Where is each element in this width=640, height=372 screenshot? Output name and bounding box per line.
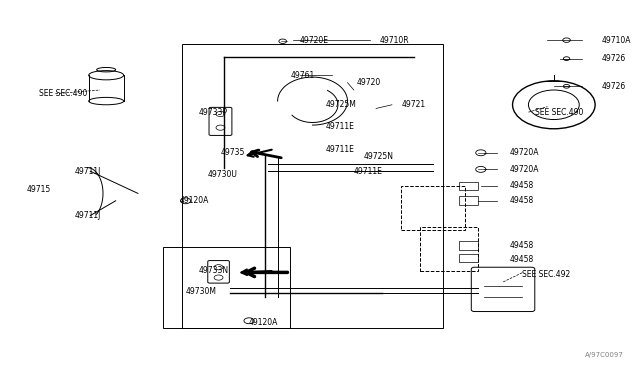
Text: 49715: 49715 [27,185,51,194]
Bar [459,196,477,205]
Text: 49733P: 49733P [198,108,227,117]
Text: 49711E: 49711E [325,145,354,154]
Text: 49120A: 49120A [249,318,278,327]
Text: 49726: 49726 [602,82,626,91]
Text: 49711J: 49711J [74,211,100,220]
Text: 49711E: 49711E [325,122,354,131]
Bar [459,182,477,190]
Text: 49733N: 49733N [198,266,228,275]
Bar [459,241,477,250]
Text: 49730M: 49730M [186,287,216,296]
Text: 49725N: 49725N [364,152,394,161]
Text: SEE SEC.492: SEE SEC.492 [522,270,570,279]
Text: 49458: 49458 [509,196,534,205]
Text: SEE SEC.490: SEE SEC.490 [535,108,583,117]
Text: SEE SEC.490: SEE SEC.490 [40,89,88,98]
Text: 49710A: 49710A [602,36,631,45]
Text: 49720A: 49720A [509,148,539,157]
Text: A/97C0097: A/97C0097 [585,352,624,358]
Text: 49720: 49720 [357,78,381,87]
Text: 49720A: 49720A [509,165,539,174]
Text: 49730U: 49730U [208,170,237,179]
Text: 49761: 49761 [291,71,315,80]
Text: 49720E: 49720E [300,36,329,45]
Text: 49721: 49721 [401,100,426,109]
Text: 49726: 49726 [602,54,626,63]
Text: 49710R: 49710R [380,36,409,45]
Text: 49458: 49458 [509,255,534,264]
Bar [459,254,477,262]
Text: 49120A: 49120A [179,196,209,205]
Text: 49725M: 49725M [325,100,356,109]
Text: 49458: 49458 [509,182,534,190]
Text: 49458: 49458 [509,241,534,250]
Text: 49711J: 49711J [74,167,100,176]
Text: 49711E: 49711E [354,167,383,176]
Text: 49735: 49735 [220,148,245,157]
